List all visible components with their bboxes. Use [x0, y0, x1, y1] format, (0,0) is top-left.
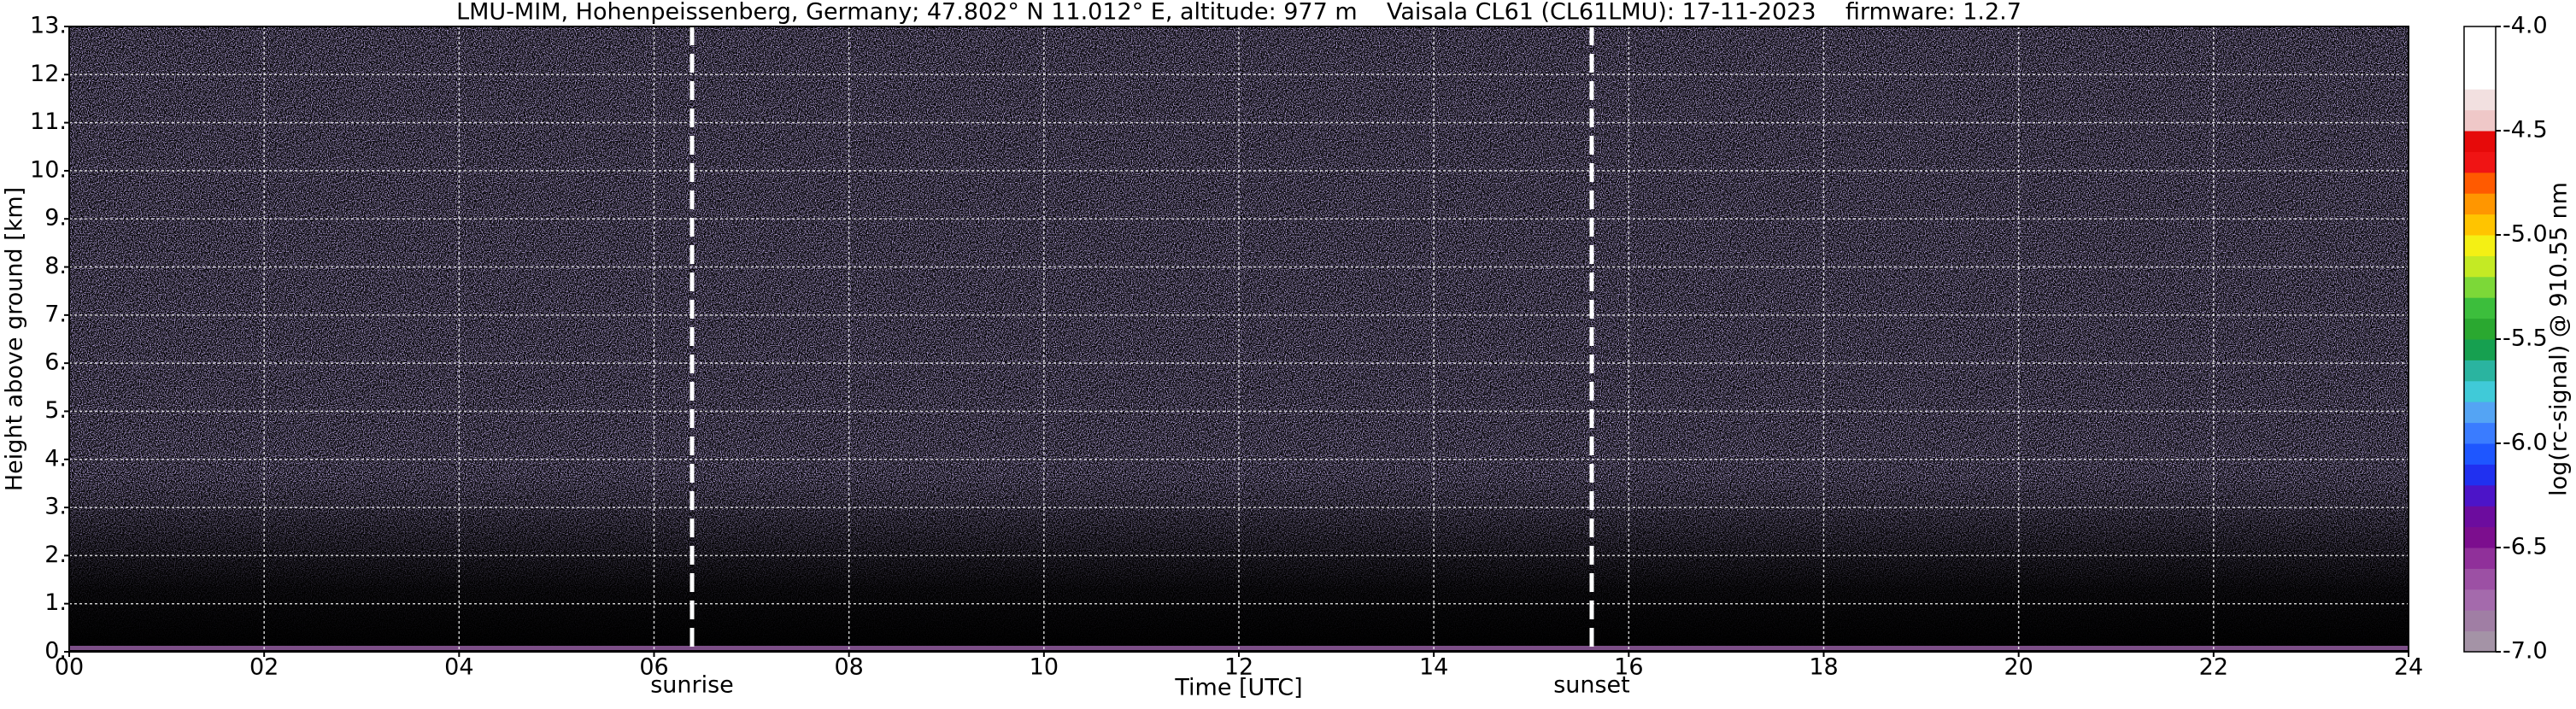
colorbar-swatch	[2464, 339, 2496, 360]
colorbar-swatch	[2464, 464, 2496, 486]
x-tick-label: 06	[639, 654, 668, 681]
annotation-label: sunset	[1553, 672, 1630, 699]
y-tick-label: 10.	[30, 156, 67, 183]
y-tick-label: 8.	[44, 253, 67, 279]
colorbar-tick-label: -5.5	[2503, 325, 2548, 352]
colorbar-swatch	[2464, 380, 2496, 402]
colorbar-swatch	[2464, 89, 2496, 111]
x-tick-label: 20	[2004, 654, 2033, 681]
y-axis-label: Height above ground [km]	[2, 187, 28, 491]
colorbar-tick-label: -5.0	[2503, 221, 2548, 248]
colorbar-swatch	[2464, 443, 2496, 465]
colorbar-swatch	[2464, 255, 2496, 278]
colorbar-swatch	[2464, 214, 2496, 236]
x-tick-label: 14	[1419, 654, 1448, 681]
colorbar-swatch	[2464, 506, 2496, 528]
colorbar-swatch	[2464, 151, 2496, 173]
x-tick-label: 12	[1224, 654, 1253, 681]
colorbar-tick-label: -7.0	[2503, 638, 2548, 665]
colorbar-swatch	[2464, 318, 2496, 340]
x-tick-label: 08	[834, 654, 863, 681]
y-tick-label: 3.	[44, 494, 67, 520]
y-tick-label: 1.	[44, 589, 67, 616]
colorbar-swatch	[2464, 610, 2496, 632]
colorbar-tick-label: -6.5	[2503, 534, 2548, 560]
colorbar-label: log(rc-signal) @ 910.55 nm	[2546, 182, 2573, 496]
colorbar-swatch	[2464, 109, 2496, 132]
colorbar-tick-label: -4.5	[2503, 117, 2548, 144]
chart-title: LMU-MIM, Hohenpeissenberg, Germany; 47.8…	[456, 0, 2021, 26]
y-tick-label: 2.	[44, 542, 67, 568]
y-tick-label: 12.	[30, 61, 67, 87]
colorbar-swatch	[2464, 401, 2496, 424]
colorbar-swatch	[2464, 276, 2496, 298]
colorbar-swatch	[2464, 193, 2496, 215]
y-tick-label: 5.	[44, 397, 67, 424]
colorbar-swatch	[2464, 297, 2496, 319]
colorbar-swatch	[2464, 526, 2496, 548]
x-tick-label: 10	[1030, 654, 1059, 681]
y-tick-label: 7.	[44, 301, 67, 327]
x-axis-label: Time [UTC]	[1174, 675, 1302, 701]
plot-frame	[68, 26, 2409, 653]
colorbar-swatch	[2464, 131, 2496, 152]
colorbar-swatch	[2464, 67, 2496, 90]
y-tick-label: 13.	[30, 13, 67, 39]
y-tick-label: 4.	[44, 445, 67, 472]
colorbar-swatch	[2464, 47, 2496, 69]
colorbar-swatch	[2464, 422, 2496, 444]
x-tick-label: 00	[55, 654, 84, 681]
y-tick-label: 6.	[44, 349, 67, 376]
colorbar-tick-label: -6.0	[2503, 430, 2548, 456]
colorbar-swatch	[2464, 26, 2496, 48]
colorbar-swatch	[2464, 172, 2496, 194]
y-tick-label: 0.	[44, 638, 67, 665]
y-tick-label: 11.	[30, 108, 67, 135]
colorbar-swatch	[2464, 589, 2496, 611]
y-tick-label: 9.	[44, 205, 67, 231]
colorbar-swatch	[2464, 235, 2496, 256]
colorbar-swatch	[2464, 630, 2496, 653]
x-tick-label: 16	[1614, 654, 1643, 681]
x-tick-label: 24	[2394, 654, 2423, 681]
x-tick-label: 22	[2199, 654, 2228, 681]
colorbar-swatch	[2464, 360, 2496, 382]
x-tick-label: 04	[444, 654, 473, 681]
x-tick-label: 18	[1809, 654, 1838, 681]
colorbar-tick-label: -4.0	[2503, 13, 2548, 39]
colorbar-swatch	[2464, 568, 2496, 590]
x-tick-label: 02	[249, 654, 279, 681]
annotation-label: sunrise	[650, 672, 734, 699]
colorbar-swatch	[2464, 484, 2496, 507]
colorbar-swatch	[2464, 548, 2496, 569]
